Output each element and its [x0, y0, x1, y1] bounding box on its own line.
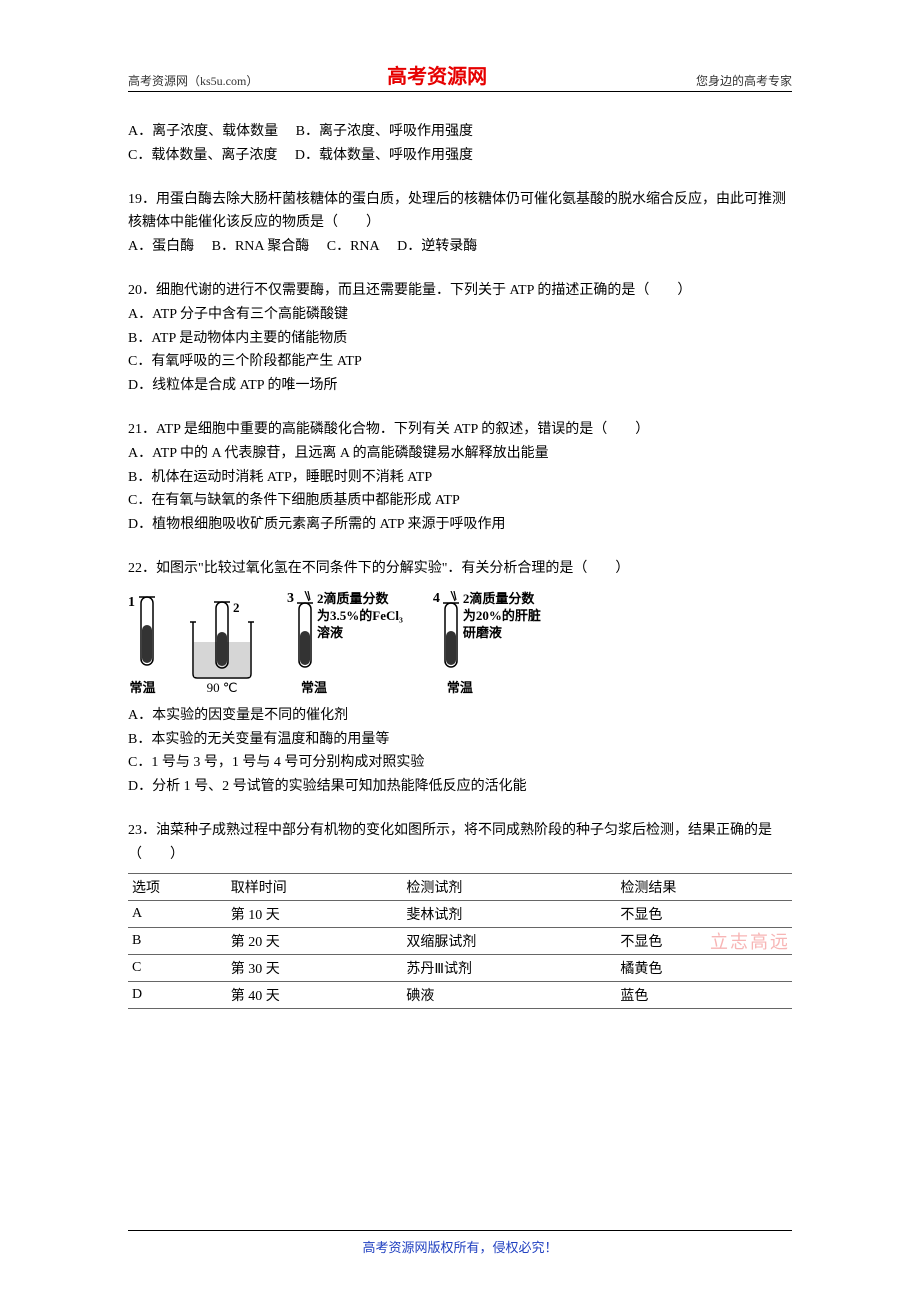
q18-optA: A．离子浓度、载体数量: [128, 124, 278, 139]
q18-optD: D．载体数量、呼吸作用强度: [295, 148, 473, 163]
q20-stem: 20．细胞代谢的进行不仅需要酶，而且还需要能量．下列关于 ATP 的描述正确的是…: [128, 279, 792, 303]
question-18-options: A．离子浓度、载体数量 B．离子浓度、呼吸作用强度 C．载体数量、离子浓度 D．…: [128, 120, 792, 168]
q19-optD: D．逆转录酶: [397, 239, 477, 254]
q21-optD: D．植物根细胞吸收矿质元素离子所需的 ATP 来源于呼吸作用: [128, 513, 792, 537]
tube-4: 4 2滴质量分数 为20%的肝脏 研磨液: [433, 591, 541, 696]
q19-optC: C．RNA: [327, 239, 380, 254]
page-header: 高考资源网（ks5u.com） 高考资源网 您身边的高考专家: [128, 60, 792, 92]
table-row: D 第 40 天 碘液 蓝色: [128, 981, 792, 1008]
question-23: 23．油菜种子成熟过程中部分有机物的变化如图所示，将不同成熟阶段的种子匀浆后检测…: [128, 819, 792, 1009]
tube-1: 1 常温: [128, 595, 157, 696]
table-row: B 第 20 天 双缩脲试剂 不显色: [128, 927, 792, 954]
q22-optC: C．1 号与 3 号，1 号与 4 号可分别构成对照实验: [128, 751, 792, 775]
q21-optA: A．ATP 中的 A 代表腺苷，且远离 A 的高能磷酸键易水解释放出能量: [128, 442, 792, 466]
tube1-number: 1: [128, 595, 135, 611]
test-tube-dropper-icon: [295, 591, 315, 673]
q18-optC: C．载体数量、离子浓度: [128, 148, 277, 163]
q20-optB: B．ATP 是动物体内主要的储能物质: [128, 327, 792, 351]
q19-optB: B．RNA 聚合酶: [212, 239, 310, 254]
q19-optA: A．蛋白酶: [128, 239, 194, 254]
q22-optA: A．本实验的因变量是不同的催化剂: [128, 704, 792, 728]
page-footer: 高考资源网版权所有，侵权必究！: [128, 1230, 792, 1256]
tube2-number: 2: [233, 600, 240, 615]
test-tube-icon: [137, 595, 157, 673]
th-result: 检测结果: [616, 873, 792, 900]
q22-stem: 22．如图示"比较过氧化氢在不同条件下的分解实验"．有关分析合理的是（ ）: [128, 557, 792, 581]
tube-3: 3 2滴质量分数 为3.5%的FeCl₃ 溶液: [287, 591, 403, 696]
q20-optC: C．有氧呼吸的三个阶段都能产生 ATP: [128, 350, 792, 374]
q22-optD: D．分析 1 号、2 号试管的实验结果可知加热能降低反应的活化能: [128, 775, 792, 799]
q23-table: 选项 取样时间 检测试剂 检测结果 A 第 10 天 斐林试剂 不显色 B 第 …: [128, 873, 792, 1009]
q20-optD: D．线粒体是合成 ATP 的唯一场所: [128, 374, 792, 398]
header-center-brand: 高考资源网: [178, 60, 696, 89]
th-option: 选项: [128, 873, 227, 900]
th-time: 取样时间: [227, 873, 403, 900]
tube4-annotation: 2滴质量分数 为20%的肝脏 研磨液: [463, 591, 541, 642]
q22-diagram: 1 常温: [128, 591, 792, 696]
watermark-text: 立志高远: [710, 928, 790, 954]
table-header-row: 选项 取样时间 检测试剂 检测结果: [128, 873, 792, 900]
tube1-label: 常温: [129, 677, 155, 696]
test-tube-dropper-icon: [441, 591, 461, 673]
q21-optC: C．在有氧与缺氧的条件下细胞质基质中都能形成 ATP: [128, 489, 792, 513]
q20-optA: A．ATP 分子中含有三个高能磷酸键: [128, 303, 792, 327]
tube3-annotation: 2滴质量分数 为3.5%的FeCl₃ 溶液: [317, 591, 403, 642]
tube4-number: 4: [433, 591, 440, 607]
tube-2: 2 90 ℃: [187, 598, 257, 696]
table-row: C 第 30 天 苏丹Ⅲ试剂 橘黄色: [128, 954, 792, 981]
q21-optB: B．机体在运动时消耗 ATP，睡眠时则不消耗 ATP: [128, 466, 792, 490]
tube2-label: 90 ℃: [207, 680, 238, 696]
beaker-with-tube-icon: 2: [187, 598, 257, 680]
q19-stem: 19．用蛋白酶去除大肠杆菌核糖体的蛋白质，处理后的核糖体仍可催化氨基酸的脱水缩合…: [128, 188, 792, 236]
table-row: A 第 10 天 斐林试剂 不显色: [128, 900, 792, 927]
question-21: 21．ATP 是细胞中重要的高能磷酸化合物．下列有关 ATP 的叙述，错误的是（…: [128, 418, 792, 537]
question-20: 20．细胞代谢的进行不仅需要酶，而且还需要能量．下列关于 ATP 的描述正确的是…: [128, 279, 792, 398]
q23-stem: 23．油菜种子成熟过程中部分有机物的变化如图所示，将不同成熟阶段的种子匀浆后检测…: [128, 819, 792, 867]
question-19: 19．用蛋白酶去除大肠杆菌核糖体的蛋白质，处理后的核糖体仍可催化氨基酸的脱水缩合…: [128, 188, 792, 259]
q21-stem: 21．ATP 是细胞中重要的高能磷酸化合物．下列有关 ATP 的叙述，错误的是（…: [128, 418, 792, 442]
tube4-label: 常温: [447, 677, 473, 696]
tube3-number: 3: [287, 591, 294, 607]
header-right: 您身边的高考专家: [696, 72, 792, 89]
th-reagent: 检测试剂: [402, 873, 616, 900]
question-22: 22．如图示"比较过氧化氢在不同条件下的分解实验"．有关分析合理的是（ ） 1 …: [128, 557, 792, 799]
q22-optB: B．本实验的无关变量有温度和酶的用量等: [128, 728, 792, 752]
q18-optB: B．离子浓度、呼吸作用强度: [296, 124, 473, 139]
tube3-label: 常温: [301, 677, 327, 696]
